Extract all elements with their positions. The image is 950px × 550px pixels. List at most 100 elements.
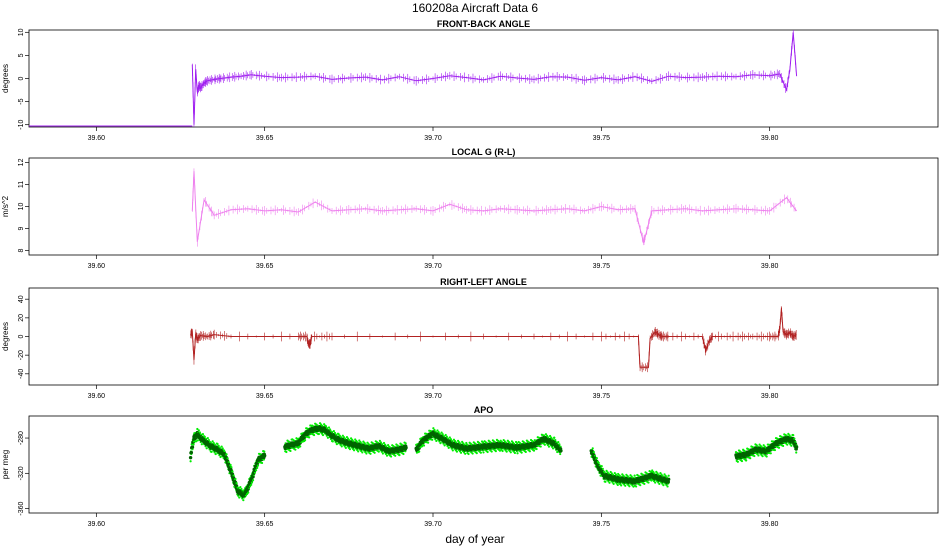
apo-point-raw: [509, 451, 512, 454]
y-tick-label: 10: [18, 28, 25, 36]
apo-point-raw: [745, 459, 748, 462]
x-tick-label: 39.75: [593, 263, 611, 270]
apo-point-raw: [210, 450, 213, 454]
apo-point-raw: [348, 448, 352, 451]
apo-point-raw: [432, 427, 435, 430]
apo-point-raw: [342, 436, 346, 439]
apo-point-raw: [226, 457, 229, 460]
apo-point-avg: [188, 455, 193, 460]
apo-point-raw: [475, 452, 478, 455]
apo-point-raw: [600, 464, 603, 468]
apo-point-raw: [591, 447, 594, 450]
apo-point-raw: [513, 451, 517, 455]
apo-point-raw: [352, 449, 356, 452]
apo-point-raw: [205, 447, 208, 450]
apo-point-raw: [449, 438, 453, 441]
apo-point-raw: [369, 452, 372, 455]
x-tick-label: 39.75: [593, 521, 611, 528]
apo-point-raw: [303, 438, 307, 442]
apo-point-raw: [196, 439, 199, 442]
apo-point-raw: [229, 463, 232, 467]
x-tick-label: 39.60: [88, 263, 106, 270]
apo-point-raw: [786, 443, 789, 446]
apo-point-raw: [378, 439, 381, 442]
apo-point-avg: [189, 450, 194, 455]
apo-point-raw: [620, 484, 623, 487]
apo-point-raw: [251, 479, 255, 482]
apo-point-raw: [256, 466, 259, 469]
apo-point-raw: [345, 436, 349, 439]
y-tick-label: -280: [18, 431, 25, 445]
apo-point-raw: [516, 442, 519, 445]
apo-point-raw: [765, 455, 768, 458]
x-tick-label: 39.65: [256, 135, 274, 142]
x-tick-label: 39.65: [256, 393, 274, 400]
y-tick-label: -360: [18, 501, 25, 515]
panel-title: APO: [474, 405, 494, 415]
apo-point-raw: [431, 438, 434, 441]
apo-point-raw: [234, 477, 237, 481]
apo-point-raw: [635, 485, 638, 488]
series-line: [191, 32, 798, 125]
apo-point-raw: [793, 437, 796, 440]
apo-point-raw: [662, 484, 665, 487]
x-axis-label: day of year: [445, 532, 504, 546]
y-tick-label: 11: [18, 181, 25, 188]
y-tick-label: -10: [18, 120, 25, 130]
apo-point-raw: [422, 444, 426, 447]
x-tick-label: 39.60: [88, 521, 106, 528]
apo-point-raw: [337, 433, 340, 436]
apo-point-raw: [214, 452, 217, 456]
apo-point-raw: [479, 451, 482, 454]
x-tick-label: 39.70: [424, 263, 442, 270]
apo-point-raw: [628, 485, 631, 488]
apo-point-raw: [520, 451, 523, 454]
apo-point-raw: [553, 436, 556, 439]
apo-point-raw: [667, 474, 670, 477]
apo-point-raw: [299, 445, 302, 448]
apo-point-raw: [467, 452, 470, 456]
apo-point-raw: [332, 429, 335, 433]
apo-point-raw: [439, 442, 442, 445]
apo-point-raw: [792, 434, 795, 437]
apo-point-raw: [220, 445, 223, 448]
apo-point-raw: [643, 482, 646, 485]
y-tick-label: -320: [18, 466, 25, 480]
x-tick-label: 39.70: [424, 135, 442, 142]
x-tick-label: 39.75: [593, 393, 611, 400]
apo-point-raw: [385, 454, 389, 457]
panel-apo: APO 39.60 39.65 39.70 39.75 39.80 -360 -320 -280…: [1, 405, 939, 528]
apo-point-raw: [382, 441, 386, 445]
x-tick-label: 39.70: [424, 521, 442, 528]
apo-point-raw: [437, 431, 440, 434]
y-tick-label: -5: [18, 98, 25, 104]
apo-point-raw: [254, 469, 258, 472]
apo-point-raw: [317, 432, 321, 436]
apo-point-raw: [365, 452, 368, 455]
apo-point-raw: [597, 461, 600, 464]
apo-point-raw: [433, 428, 436, 432]
apo-point-raw: [335, 443, 338, 446]
apo-point-raw: [528, 450, 531, 453]
apo-point-raw: [201, 433, 205, 436]
apo-point-raw: [240, 487, 243, 491]
apo-point-raw: [285, 450, 288, 454]
apo-point-raw: [361, 451, 364, 454]
apo-point-raw: [451, 449, 454, 452]
apo-point-avg: [559, 449, 563, 453]
apo-point-raw: [381, 452, 384, 455]
apo-point-raw: [225, 453, 228, 456]
apo-point-raw: [773, 448, 777, 452]
apo-point-raw: [324, 425, 328, 428]
apo-point-raw: [795, 451, 798, 454]
plot-frame: [28, 415, 939, 514]
y-tick-label: 40: [18, 295, 25, 303]
apo-point-raw: [639, 484, 642, 487]
apo-point-raw: [464, 452, 467, 455]
apo-point-raw: [344, 446, 347, 449]
apo-point-raw: [443, 444, 446, 447]
apo-point-raw: [592, 451, 595, 454]
y-axis-label: degrees: [1, 64, 10, 93]
apo-point-raw: [455, 450, 459, 453]
apo-point-raw: [545, 434, 549, 437]
